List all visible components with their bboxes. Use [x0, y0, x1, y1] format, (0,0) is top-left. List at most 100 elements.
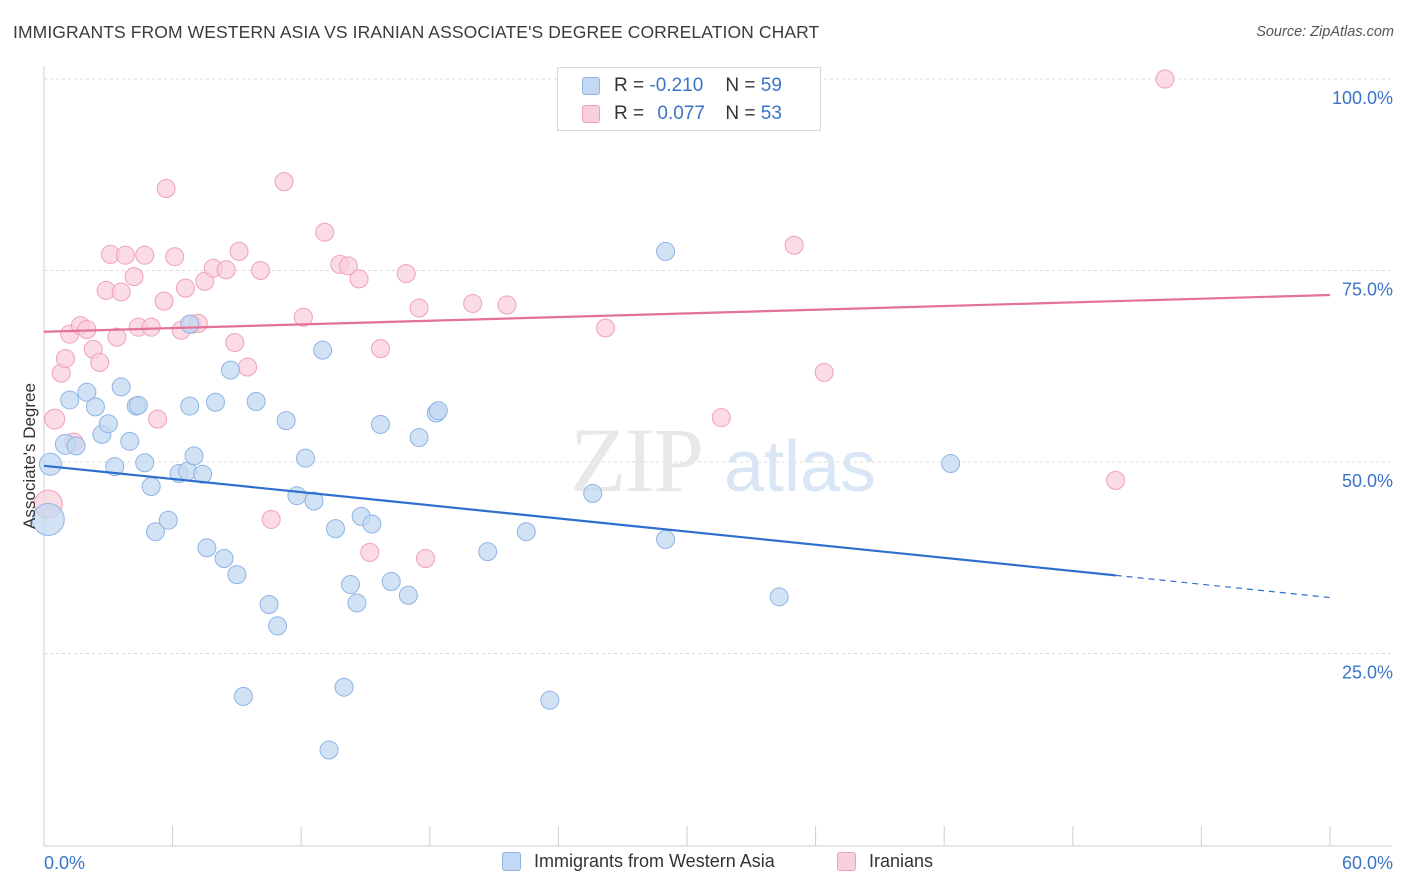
iranians-point	[90, 352, 110, 372]
watermark: ZIP atlas	[570, 409, 876, 511]
iranians-point	[148, 409, 168, 429]
western-asia-point	[141, 477, 161, 497]
iranians-point	[596, 318, 616, 338]
iranians-point	[315, 222, 335, 242]
trend-lines	[43, 293, 1331, 599]
y-axis-label: Associate's Degree	[20, 383, 39, 529]
western-asia-point	[941, 454, 961, 474]
legend-item-western-asia[interactable]: Immigrants from Western Asia	[502, 851, 775, 872]
iranians-point	[274, 172, 294, 192]
western-asia-point	[85, 397, 105, 417]
iranians-point	[338, 256, 358, 276]
iranians-point	[154, 291, 174, 311]
western-asia-point	[381, 571, 401, 591]
iranians-point	[349, 269, 369, 289]
western-asia-point	[214, 549, 234, 569]
legend-r-value: -0.210	[649, 75, 704, 96]
western-asia-point	[31, 502, 65, 536]
iranians-point	[814, 362, 834, 382]
legend-item-label: Iranians	[869, 851, 934, 871]
iranians-point	[175, 278, 195, 298]
western-asia-point	[66, 436, 86, 456]
western-asia-point	[656, 529, 676, 549]
western-asia-point	[287, 486, 307, 506]
western-asia-point	[111, 377, 131, 397]
western-asia-point	[227, 565, 247, 585]
legend-row-western-asia: R = -0.210 N = 59	[582, 73, 782, 99]
legend-n-label: N =	[725, 103, 756, 124]
axes	[43, 66, 1392, 847]
western-asia-point	[304, 491, 324, 511]
western-asia-point	[98, 414, 118, 434]
western-asia-point	[205, 392, 225, 412]
iranians-point	[229, 241, 249, 261]
western-asia-point	[347, 593, 367, 613]
iranians-point	[396, 264, 416, 284]
iranians-point	[409, 298, 429, 318]
legend-n-value: 59	[760, 75, 782, 96]
western-asia-point	[362, 514, 382, 534]
iranians-point	[216, 260, 236, 280]
iranians-point	[225, 333, 245, 353]
iranians-point	[261, 509, 281, 529]
western-asia-point	[184, 446, 204, 466]
western-asia-point	[428, 401, 448, 421]
legend-n-label: N =	[725, 75, 756, 96]
western-asia-point	[516, 522, 536, 542]
western-asia-point	[268, 616, 288, 636]
legend-swatch-pink	[837, 852, 856, 871]
western-asia-point	[583, 483, 603, 503]
x-tick-label: 60.0%	[1342, 853, 1393, 873]
western-asia-point	[478, 542, 498, 562]
legend-row-iranians: R = 0.077 N = 53	[582, 101, 782, 127]
western-asia-point	[340, 575, 360, 595]
western-asia-point	[135, 453, 155, 473]
x-tick-labels: 0.0% 60.0%	[44, 853, 1393, 873]
iranians-point	[141, 317, 161, 337]
western-asia-point	[540, 690, 560, 710]
legend-swatch-blue	[582, 77, 600, 95]
western-asia-point	[325, 519, 345, 539]
western-asia-point	[220, 360, 240, 380]
iranians-point	[44, 408, 66, 430]
iranians-point	[124, 267, 144, 287]
iranians-point	[111, 282, 131, 302]
legend-r-label: R =	[614, 103, 645, 124]
legend-r-value: 0.077	[657, 103, 705, 124]
western-asia-point	[60, 390, 80, 410]
trend-line-iranians	[43, 293, 1331, 333]
western-asia-point	[145, 522, 165, 542]
western-asia-point	[656, 241, 676, 261]
iranians-point	[165, 247, 185, 267]
western-asia-point	[334, 677, 354, 697]
iranians-point	[360, 542, 380, 562]
series-iranians-points	[33, 69, 1175, 569]
western-asia-point	[398, 585, 418, 605]
y-tick-labels: 25.0% 50.0% 75.0% 100.0%	[1332, 88, 1393, 683]
iranians-point	[135, 245, 155, 265]
legend-item-iranians[interactable]: Iranians	[837, 851, 933, 872]
iranians-point	[463, 293, 483, 313]
iranians-point	[711, 408, 731, 428]
iranians-point	[1155, 69, 1175, 89]
stats-legend: R = -0.210 N = 59 R = 0.077 N = 53	[557, 67, 821, 131]
western-asia-point	[233, 686, 253, 706]
series-western-asia-points	[31, 241, 961, 760]
trend-line-western-asia-extension	[1115, 574, 1331, 599]
trend-line-western-asia	[43, 464, 1116, 577]
western-asia-point	[295, 448, 315, 468]
legend-swatch-pink	[582, 105, 600, 123]
iranians-point	[1106, 470, 1126, 490]
y-tick-label: 50.0%	[1342, 471, 1393, 491]
western-asia-point	[319, 740, 339, 760]
western-asia-point	[38, 452, 62, 476]
western-asia-point	[180, 314, 200, 334]
y-tick-label: 25.0%	[1342, 663, 1393, 683]
iranians-point	[784, 235, 804, 255]
western-asia-point	[77, 382, 97, 402]
y-tick-label: 100.0%	[1332, 88, 1393, 108]
source-credit: Source: ZipAtlas.com	[1256, 24, 1394, 40]
iranians-point	[293, 307, 313, 327]
legend-swatch-blue	[502, 852, 521, 871]
